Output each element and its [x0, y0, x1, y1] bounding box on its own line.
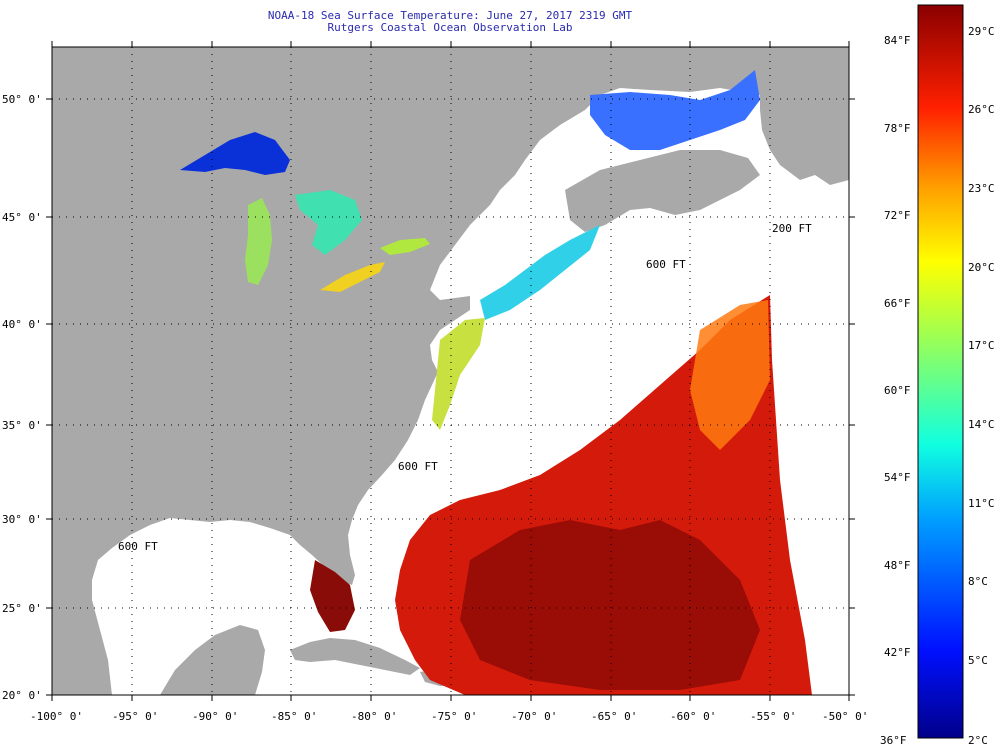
lon-label: -60° 0': [670, 710, 716, 723]
latitude-labels: 20° 0' 25° 0' 30° 0' 35° 0' 40° 0' 45° 0…: [2, 93, 42, 702]
colorbar-c-label: 17°C: [968, 339, 995, 352]
contour-labels: 200 FT 600 FT 600 FT 600 FT: [118, 222, 812, 553]
colorbar-c-label: 29°C: [968, 25, 995, 38]
lon-label: -85° 0': [271, 710, 317, 723]
colorbar-f-label: 66°F: [884, 297, 911, 310]
lat-label: 30° 0': [2, 513, 42, 526]
lon-label: -55° 0': [750, 710, 796, 723]
colorbar-f-label: 54°F: [884, 471, 911, 484]
lake-huron: [295, 190, 362, 255]
lake-ontario: [380, 238, 430, 255]
lat-label: 20° 0': [2, 689, 42, 702]
colorbar-c-label: 20°C: [968, 261, 995, 274]
colorbar-f-label: 60°F: [884, 384, 911, 397]
newfoundland-land: [760, 47, 849, 185]
lat-label: 50° 0': [2, 93, 42, 106]
colorbar-f-label: 78°F: [884, 122, 911, 135]
lon-label: -95° 0': [112, 710, 158, 723]
lon-label: -75° 0': [431, 710, 477, 723]
lon-label: -50° 0': [822, 710, 868, 723]
longitude-labels: -100° 0' -95° 0' -90° 0' -85° 0' -80° 0'…: [30, 710, 868, 723]
gulf-of-maine-sst: [480, 225, 600, 320]
yucatan-land: [160, 625, 265, 695]
lon-label: -80° 0': [351, 710, 397, 723]
colorbar-f-label: 72°F: [884, 209, 911, 222]
lat-label: 35° 0': [2, 419, 42, 432]
sargasso-hot-sst: [460, 520, 760, 690]
colorbar-c-label: 11°C: [968, 497, 995, 510]
colorbar: [917, 4, 964, 739]
colorbar-c-label: 8°C: [968, 575, 988, 588]
colorbar-c-label: 2°C: [968, 734, 988, 747]
axis-ticks: [46, 41, 855, 701]
map-subtitle: Rutgers Coastal Ocean Observation Lab: [327, 21, 573, 34]
mid-atlantic-shelf-sst: [432, 318, 485, 430]
contour-label: 200 FT: [772, 222, 812, 235]
colorbar-f-label: 84°F: [884, 34, 911, 47]
colorbar-f-label: 48°F: [884, 559, 911, 572]
contour-label: 600 FT: [646, 258, 686, 271]
colorbar-f-label: 42°F: [884, 646, 911, 659]
map-title: NOAA-18 Sea Surface Temperature: June 27…: [267, 9, 633, 22]
lake-michigan: [245, 198, 272, 285]
lat-label: 45° 0': [2, 211, 42, 224]
colorbar-c-label: 23°C: [968, 182, 995, 195]
north-america-land: [52, 47, 760, 695]
cuba-land: [290, 638, 420, 675]
lon-label: -65° 0': [591, 710, 637, 723]
lat-label: 40° 0': [2, 318, 42, 331]
florida-keys-sst: [310, 560, 355, 632]
lake-erie: [320, 262, 385, 292]
contour-label: 600 FT: [118, 540, 158, 553]
lake-superior: [180, 132, 290, 175]
colorbar-celsius-labels: 29°C 26°C 23°C 20°C 17°C 14°C 11°C 8°C 5…: [968, 25, 995, 747]
colorbar-f-label: 36°F: [880, 734, 907, 747]
lat-label: 25° 0': [2, 602, 42, 615]
st-lawrence-sst: [590, 70, 760, 150]
maritimes-land: [565, 150, 760, 232]
warm-orange-sst: [690, 300, 770, 450]
contour-label: 600 FT: [398, 460, 438, 473]
graticule: [52, 47, 849, 695]
colorbar-c-label: 5°C: [968, 654, 988, 667]
lon-label: -100° 0': [30, 710, 83, 723]
colorbar-c-label: 26°C: [968, 103, 995, 116]
lon-label: -90° 0': [192, 710, 238, 723]
colorbar-c-label: 14°C: [968, 418, 995, 431]
lon-label: -70° 0': [511, 710, 557, 723]
colorbar-fahrenheit-labels: 84°F 78°F 72°F 66°F 60°F 54°F 48°F 42°F …: [880, 34, 911, 747]
